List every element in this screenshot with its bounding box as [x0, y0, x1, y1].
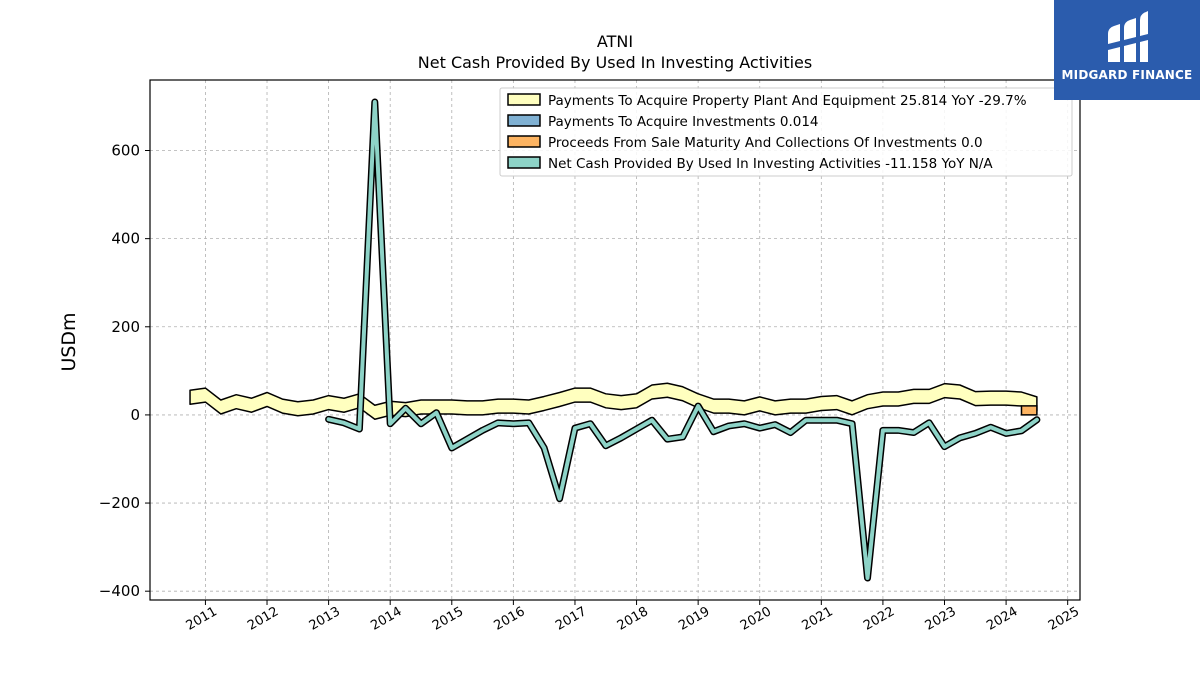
- x-tick-label: 2019: [676, 604, 712, 634]
- y-axis-label: USDm: [58, 312, 80, 371]
- legend: Payments To Acquire Property Plant And E…: [499, 87, 1073, 177]
- legend-swatch-0: [507, 93, 541, 106]
- y-tick-label: 0: [130, 406, 140, 424]
- x-tick-label: 2017: [553, 604, 589, 634]
- x-tick-label: 2025: [1046, 604, 1082, 634]
- x-tick-label: 2012: [245, 604, 281, 634]
- series-band-0: [189, 382, 1038, 421]
- series-band-2: [1020, 405, 1038, 416]
- legend-label-3: Net Cash Provided By Used In Investing A…: [548, 156, 993, 172]
- x-tick-label: 2015: [430, 604, 466, 634]
- logo-mark-icon: [1108, 11, 1148, 62]
- legend-label-1: Payments To Acquire Investments 0.014: [548, 114, 819, 130]
- x-tick-label: 2020: [738, 604, 774, 634]
- x-tick-label: 2023: [923, 604, 959, 634]
- series-line-3: [326, 100, 1039, 580]
- legend-swatch-1: [507, 114, 541, 127]
- x-tick-label: 2022: [861, 604, 897, 634]
- x-tick-label: 2013: [307, 604, 343, 634]
- legend-swatch-3: [507, 156, 541, 169]
- legend-label-2: Proceeds From Sale Maturity And Collecti…: [548, 135, 983, 151]
- y-tick-label: −200: [99, 494, 140, 512]
- legend-swatch-2: [507, 135, 541, 148]
- y-tick-label: 200: [111, 318, 140, 336]
- x-tick-label: 2011: [184, 604, 220, 634]
- y-tick-label: −400: [99, 582, 140, 600]
- logo-text: MIDGARD FINANCE: [1061, 68, 1193, 82]
- midgard-finance-logo: MIDGARD FINANCE: [1054, 0, 1200, 100]
- chart-title: ATNI: [597, 32, 633, 51]
- chart-subtitle: Net Cash Provided By Used In Investing A…: [418, 53, 812, 72]
- plot-frame: [149, 79, 1081, 601]
- x-tick-label: 2018: [615, 604, 651, 634]
- y-tick-label: 600: [111, 142, 140, 160]
- series-layer: [189, 98, 1041, 582]
- x-tick-label: 2024: [984, 604, 1020, 634]
- y-tick-label: 400: [111, 230, 140, 248]
- legend-box: [499, 87, 1073, 177]
- legend-label-0: Payments To Acquire Property Plant And E…: [548, 93, 1027, 109]
- x-tick-label: 2021: [799, 604, 835, 634]
- x-tick-label: 2014: [368, 604, 404, 634]
- x-tick-label: 2016: [492, 604, 528, 634]
